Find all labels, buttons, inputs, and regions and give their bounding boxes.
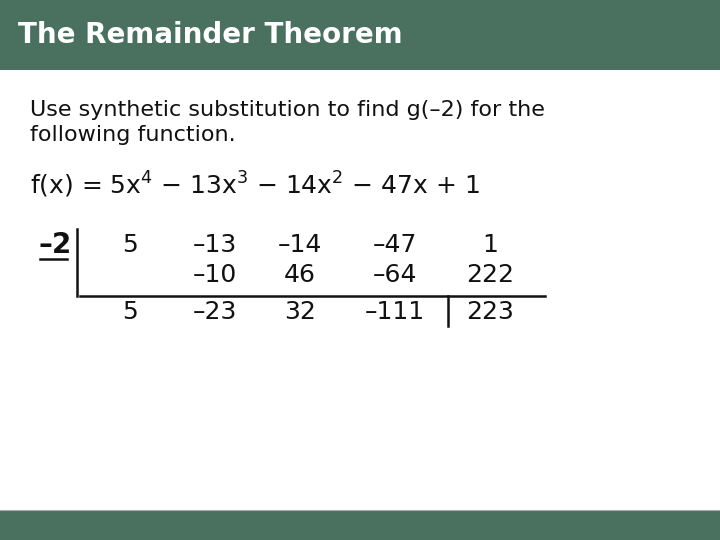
Text: 5: 5 — [122, 300, 138, 324]
Text: following function.: following function. — [30, 125, 235, 145]
Text: 5: 5 — [122, 233, 138, 257]
Text: –2: –2 — [38, 231, 71, 259]
Text: 46: 46 — [284, 263, 316, 287]
Bar — [0, 510, 720, 540]
Text: –14: –14 — [278, 233, 322, 257]
Text: f(x) = 5x$^4$ $-$ 13x$^3$ $-$ 14x$^2$ $-$ 47x + 1: f(x) = 5x$^4$ $-$ 13x$^3$ $-$ 14x$^2$ $-… — [30, 170, 480, 200]
Text: –23: –23 — [193, 300, 237, 324]
Text: 1: 1 — [482, 233, 498, 257]
Text: Use synthetic substitution to find g(–2) for the: Use synthetic substitution to find g(–2)… — [30, 100, 545, 120]
Text: –64: –64 — [373, 263, 418, 287]
Text: –13: –13 — [193, 233, 237, 257]
Text: –111: –111 — [365, 300, 425, 324]
Text: The Remainder Theorem: The Remainder Theorem — [18, 21, 402, 49]
Text: 222: 222 — [466, 263, 514, 287]
Text: 223: 223 — [466, 300, 514, 324]
Text: –47: –47 — [373, 233, 417, 257]
Text: 32: 32 — [284, 300, 316, 324]
Text: –10: –10 — [193, 263, 237, 287]
Bar — [0, 70, 720, 540]
Bar — [0, 0, 720, 70]
